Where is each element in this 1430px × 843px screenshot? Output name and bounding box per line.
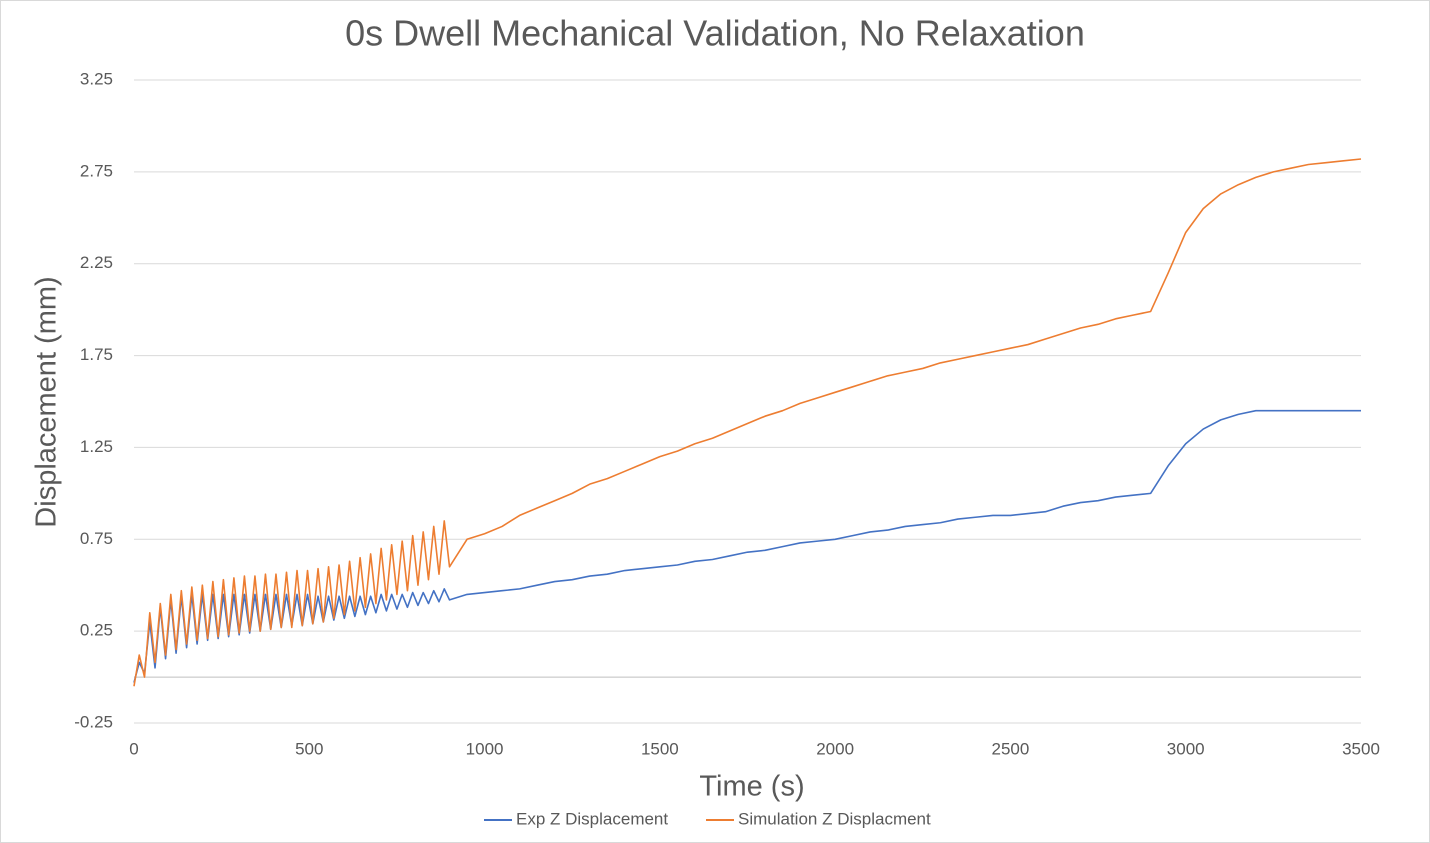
y-tick-label: 1.75 — [80, 345, 113, 364]
x-tick-label: 0 — [129, 739, 138, 758]
y-tick-label: -0.25 — [74, 712, 113, 731]
x-tick-label: 500 — [295, 739, 323, 758]
y-tick-label: 2.25 — [80, 253, 113, 272]
x-tick-label: 1000 — [466, 739, 504, 758]
legend-label: Exp Z Displacement — [516, 809, 668, 828]
series-line — [133, 409, 1361, 683]
legend-label: Simulation Z Displacment — [738, 809, 931, 828]
x-tick-label: 3000 — [1167, 739, 1205, 758]
y-tick-label: 1.25 — [80, 437, 113, 456]
x-tick-label: 1500 — [641, 739, 679, 758]
y-tick-label: 2.75 — [80, 161, 113, 180]
y-tick-label: 3.25 — [80, 69, 113, 88]
x-tick-label: 3500 — [1342, 739, 1380, 758]
y-tick-label: 0.25 — [80, 621, 113, 640]
series-line — [133, 158, 1362, 687]
x-tick-label: 2000 — [816, 739, 854, 758]
chart-title: 0s Dwell Mechanical Validation, No Relax… — [345, 13, 1085, 54]
y-axis-label: Displacement (mm) — [31, 276, 63, 527]
x-tick-label: 2500 — [992, 739, 1030, 758]
x-axis-label: Time (s) — [699, 771, 804, 803]
y-tick-label: 0.75 — [80, 529, 113, 548]
